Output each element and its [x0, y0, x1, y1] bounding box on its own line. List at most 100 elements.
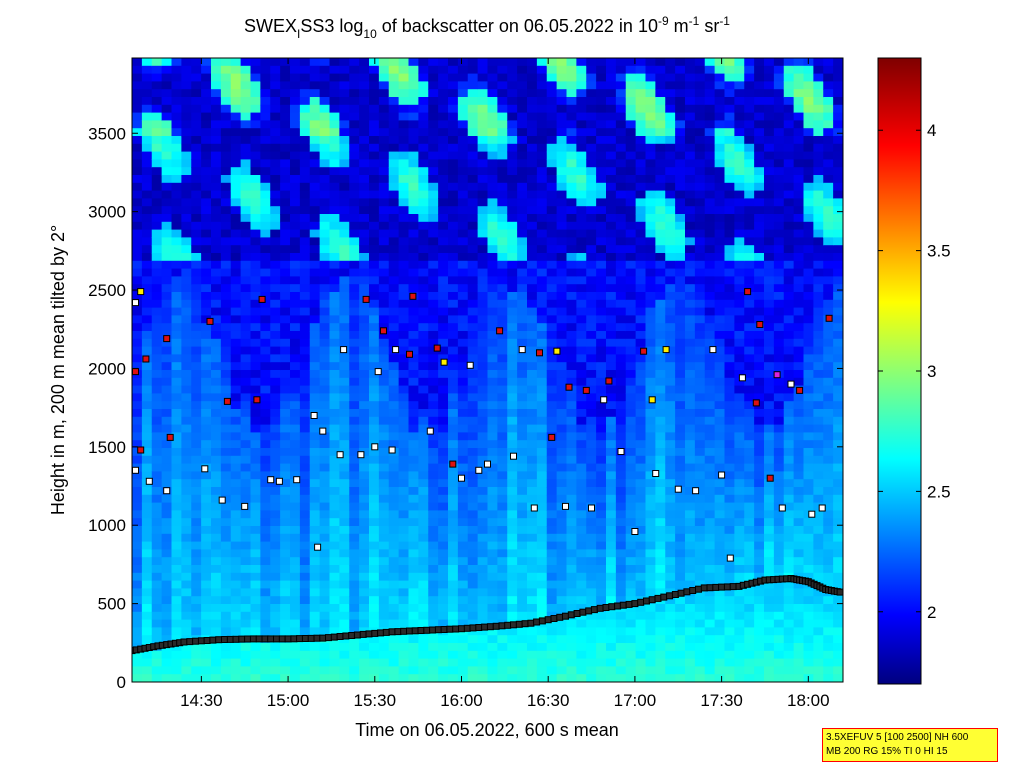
heatmap-cell — [685, 526, 696, 535]
heatmap-cell — [171, 58, 182, 67]
heatmap-cell — [615, 323, 627, 332]
heatmap-cell — [260, 276, 271, 285]
heatmap-cell — [171, 299, 182, 309]
heatmap-cell — [191, 572, 202, 582]
heatmap-cell — [724, 650, 735, 660]
heatmap-cell — [448, 588, 459, 597]
heatmap-cell — [339, 97, 350, 106]
heatmap-cell — [369, 120, 380, 129]
heatmap-cell — [290, 549, 301, 558]
heatmap-cell — [132, 658, 143, 667]
heatmap-cell — [181, 167, 192, 176]
heatmap-cell — [507, 346, 518, 355]
heatmap-cell — [566, 323, 577, 332]
heatmap-cell — [556, 136, 568, 145]
heatmap-cell — [299, 315, 311, 324]
heatmap-cell — [220, 81, 232, 90]
heatmap-cell — [151, 463, 163, 472]
heatmap-cell — [457, 643, 469, 652]
heatmap-cell — [388, 214, 400, 223]
heatmap-cell — [290, 237, 301, 246]
heatmap-cell — [527, 299, 538, 309]
heatmap-cell — [566, 370, 577, 379]
heatmap-cell — [655, 619, 666, 628]
heatmap-cell — [576, 627, 587, 636]
heatmap-cell — [467, 370, 479, 379]
heatmap-cell — [645, 549, 656, 558]
heatmap-cell — [230, 494, 242, 504]
heatmap-cell — [457, 253, 469, 262]
heatmap-cell — [151, 175, 163, 184]
heatmap-cell — [448, 245, 459, 254]
heatmap-cell — [181, 143, 192, 153]
heatmap-cell — [171, 229, 182, 238]
heatmap-cell — [507, 604, 518, 613]
heatmap-cell — [576, 494, 587, 504]
heatmap-cell — [665, 401, 676, 410]
heatmap-cell — [201, 557, 212, 566]
heatmap-cell — [161, 518, 173, 527]
heatmap-cell — [171, 315, 182, 324]
heatmap-cell — [497, 666, 508, 675]
heatmap-cell — [487, 338, 498, 348]
heatmap-cell — [527, 89, 538, 98]
heatmap-cell — [714, 533, 726, 543]
heatmap-cell — [487, 479, 498, 488]
heatmap-cell — [309, 448, 321, 457]
heatmap-cell — [151, 487, 163, 496]
heatmap-cell — [428, 416, 439, 426]
heatmap-cell — [655, 346, 666, 355]
heatmap-cell — [517, 565, 528, 574]
heatmap-cell — [349, 377, 360, 387]
heatmap-cell — [230, 128, 242, 137]
heatmap-cell — [191, 385, 202, 394]
heatmap-cell — [438, 198, 449, 207]
heatmap-cell — [240, 299, 252, 309]
heatmap-cell — [319, 175, 331, 184]
heatmap-cell — [141, 73, 153, 82]
heatmap-cell — [418, 331, 429, 340]
heatmap-cell — [378, 354, 390, 363]
heatmap-cell — [645, 611, 656, 621]
heatmap-cell — [576, 471, 587, 480]
heatmap-cell — [428, 432, 439, 441]
heatmap-cell — [507, 58, 518, 67]
heatmap-cell — [132, 104, 143, 114]
heatmap-cell — [378, 136, 390, 145]
heatmap-cell — [171, 401, 182, 410]
heatmap-cell — [141, 338, 153, 348]
heatmap-cell — [349, 463, 360, 472]
heatmap-cell — [467, 268, 479, 277]
heatmap-cell — [201, 307, 212, 316]
heatmap-cell — [191, 206, 202, 215]
heatmap-cell — [497, 237, 508, 246]
heatmap-cell — [714, 151, 726, 160]
heatmap-cell — [477, 635, 489, 644]
heatmap-cell — [240, 424, 252, 433]
heatmap-cell — [675, 635, 686, 644]
heatmap-cell — [448, 557, 459, 566]
heatmap-cell — [428, 81, 439, 90]
heatmap-cell — [280, 565, 291, 574]
heatmap-cell — [635, 588, 647, 597]
heatmap-cell — [497, 167, 508, 176]
heatmap-cell — [675, 549, 686, 558]
heatmap-cell — [141, 611, 153, 621]
heatmap-cell — [586, 409, 597, 418]
heatmap-cell — [635, 206, 647, 215]
heatmap-cell — [191, 494, 202, 504]
heatmap-cell — [685, 518, 696, 527]
heatmap-cell — [388, 97, 400, 106]
heatmap-cell — [467, 315, 479, 324]
heatmap-cell — [596, 643, 607, 652]
heatmap-cell — [329, 580, 340, 589]
heatmap-cell — [428, 97, 439, 106]
heatmap-cell — [349, 448, 360, 457]
heatmap-cell — [477, 611, 489, 621]
heatmap-cell — [428, 73, 439, 82]
heatmap-cell — [280, 526, 291, 535]
heatmap-cell — [596, 229, 607, 238]
heatmap-cell — [230, 354, 242, 363]
heatmap-cell — [319, 229, 331, 238]
heatmap-cell — [546, 182, 558, 192]
